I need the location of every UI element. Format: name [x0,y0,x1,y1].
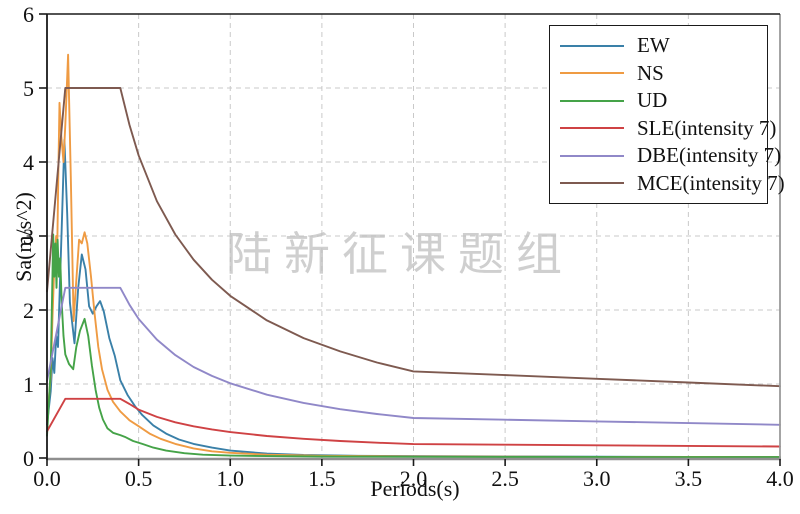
x-tick-label: 1.0 [217,466,245,491]
series-line-mce-intensity-7- [46,87,781,388]
axes-layer [39,13,781,466]
legend-line-swatch [560,127,624,130]
x-tick-label: 1.5 [308,466,336,491]
series-layer [46,53,781,459]
legend-entry: DBE(intensity 7) [550,142,781,170]
legend-label: MCE(intensity 7) [637,170,785,195]
legend-label: DBE(intensity 7) [637,143,782,168]
legend-line-swatch [560,99,624,102]
x-tick-label: 2.5 [491,466,519,491]
y-axis-label: Sa(m/s^2) [11,192,36,282]
legend: EW NS UD SLE(intensity 7) DBE(intensity 7) MC… [549,25,785,204]
legend-entry: EW [550,32,767,60]
y-tick-label: 5 [23,76,34,101]
y-tick-label: 0 [23,446,34,471]
legend-line-swatch [560,44,624,47]
y-tick-label: 6 [23,2,34,27]
legend-label: SLE(intensity 7) [637,115,777,140]
legend-label: UD [637,88,668,113]
tick-label-layer: 0.0 0.5 1.0 1.5 2.0 2.5 3.0 3.5 4.0 0 1 2 3 4 5 6 [23,2,794,491]
series-line-dbe-intensity-7- [46,286,781,426]
y-tick-label: 1 [23,372,34,397]
legend-label: EW [637,33,670,58]
legend-entry: UD [550,87,767,115]
x-tick-label: 0.0 [33,466,61,491]
x-tick-label: 3.5 [675,466,703,491]
x-tick-label: 2.0 [400,466,428,491]
legend-line-swatch [560,182,624,185]
x-tick-label: 0.5 [125,466,153,491]
series-line-ns [46,53,781,459]
y-tick-label: 3 [23,224,34,249]
legend-label: NS [637,60,664,85]
y-tick-label: 4 [23,150,34,175]
series-line-sle-intensity-7- [46,397,781,448]
legend-line-swatch [560,72,624,75]
legend-entry: NS [550,60,767,88]
x-tick-label: 4.0 [766,466,794,491]
x-axis-label: Periods(s) [370,476,460,501]
y-tick-label: 2 [23,298,34,323]
x-tick-label: 3.0 [583,466,611,491]
series-line-ud [46,233,781,459]
legend-line-swatch [560,154,624,157]
legend-entry: MCE(intensity 7) [550,170,785,198]
legend-entry: SLE(intensity 7) [550,115,776,143]
